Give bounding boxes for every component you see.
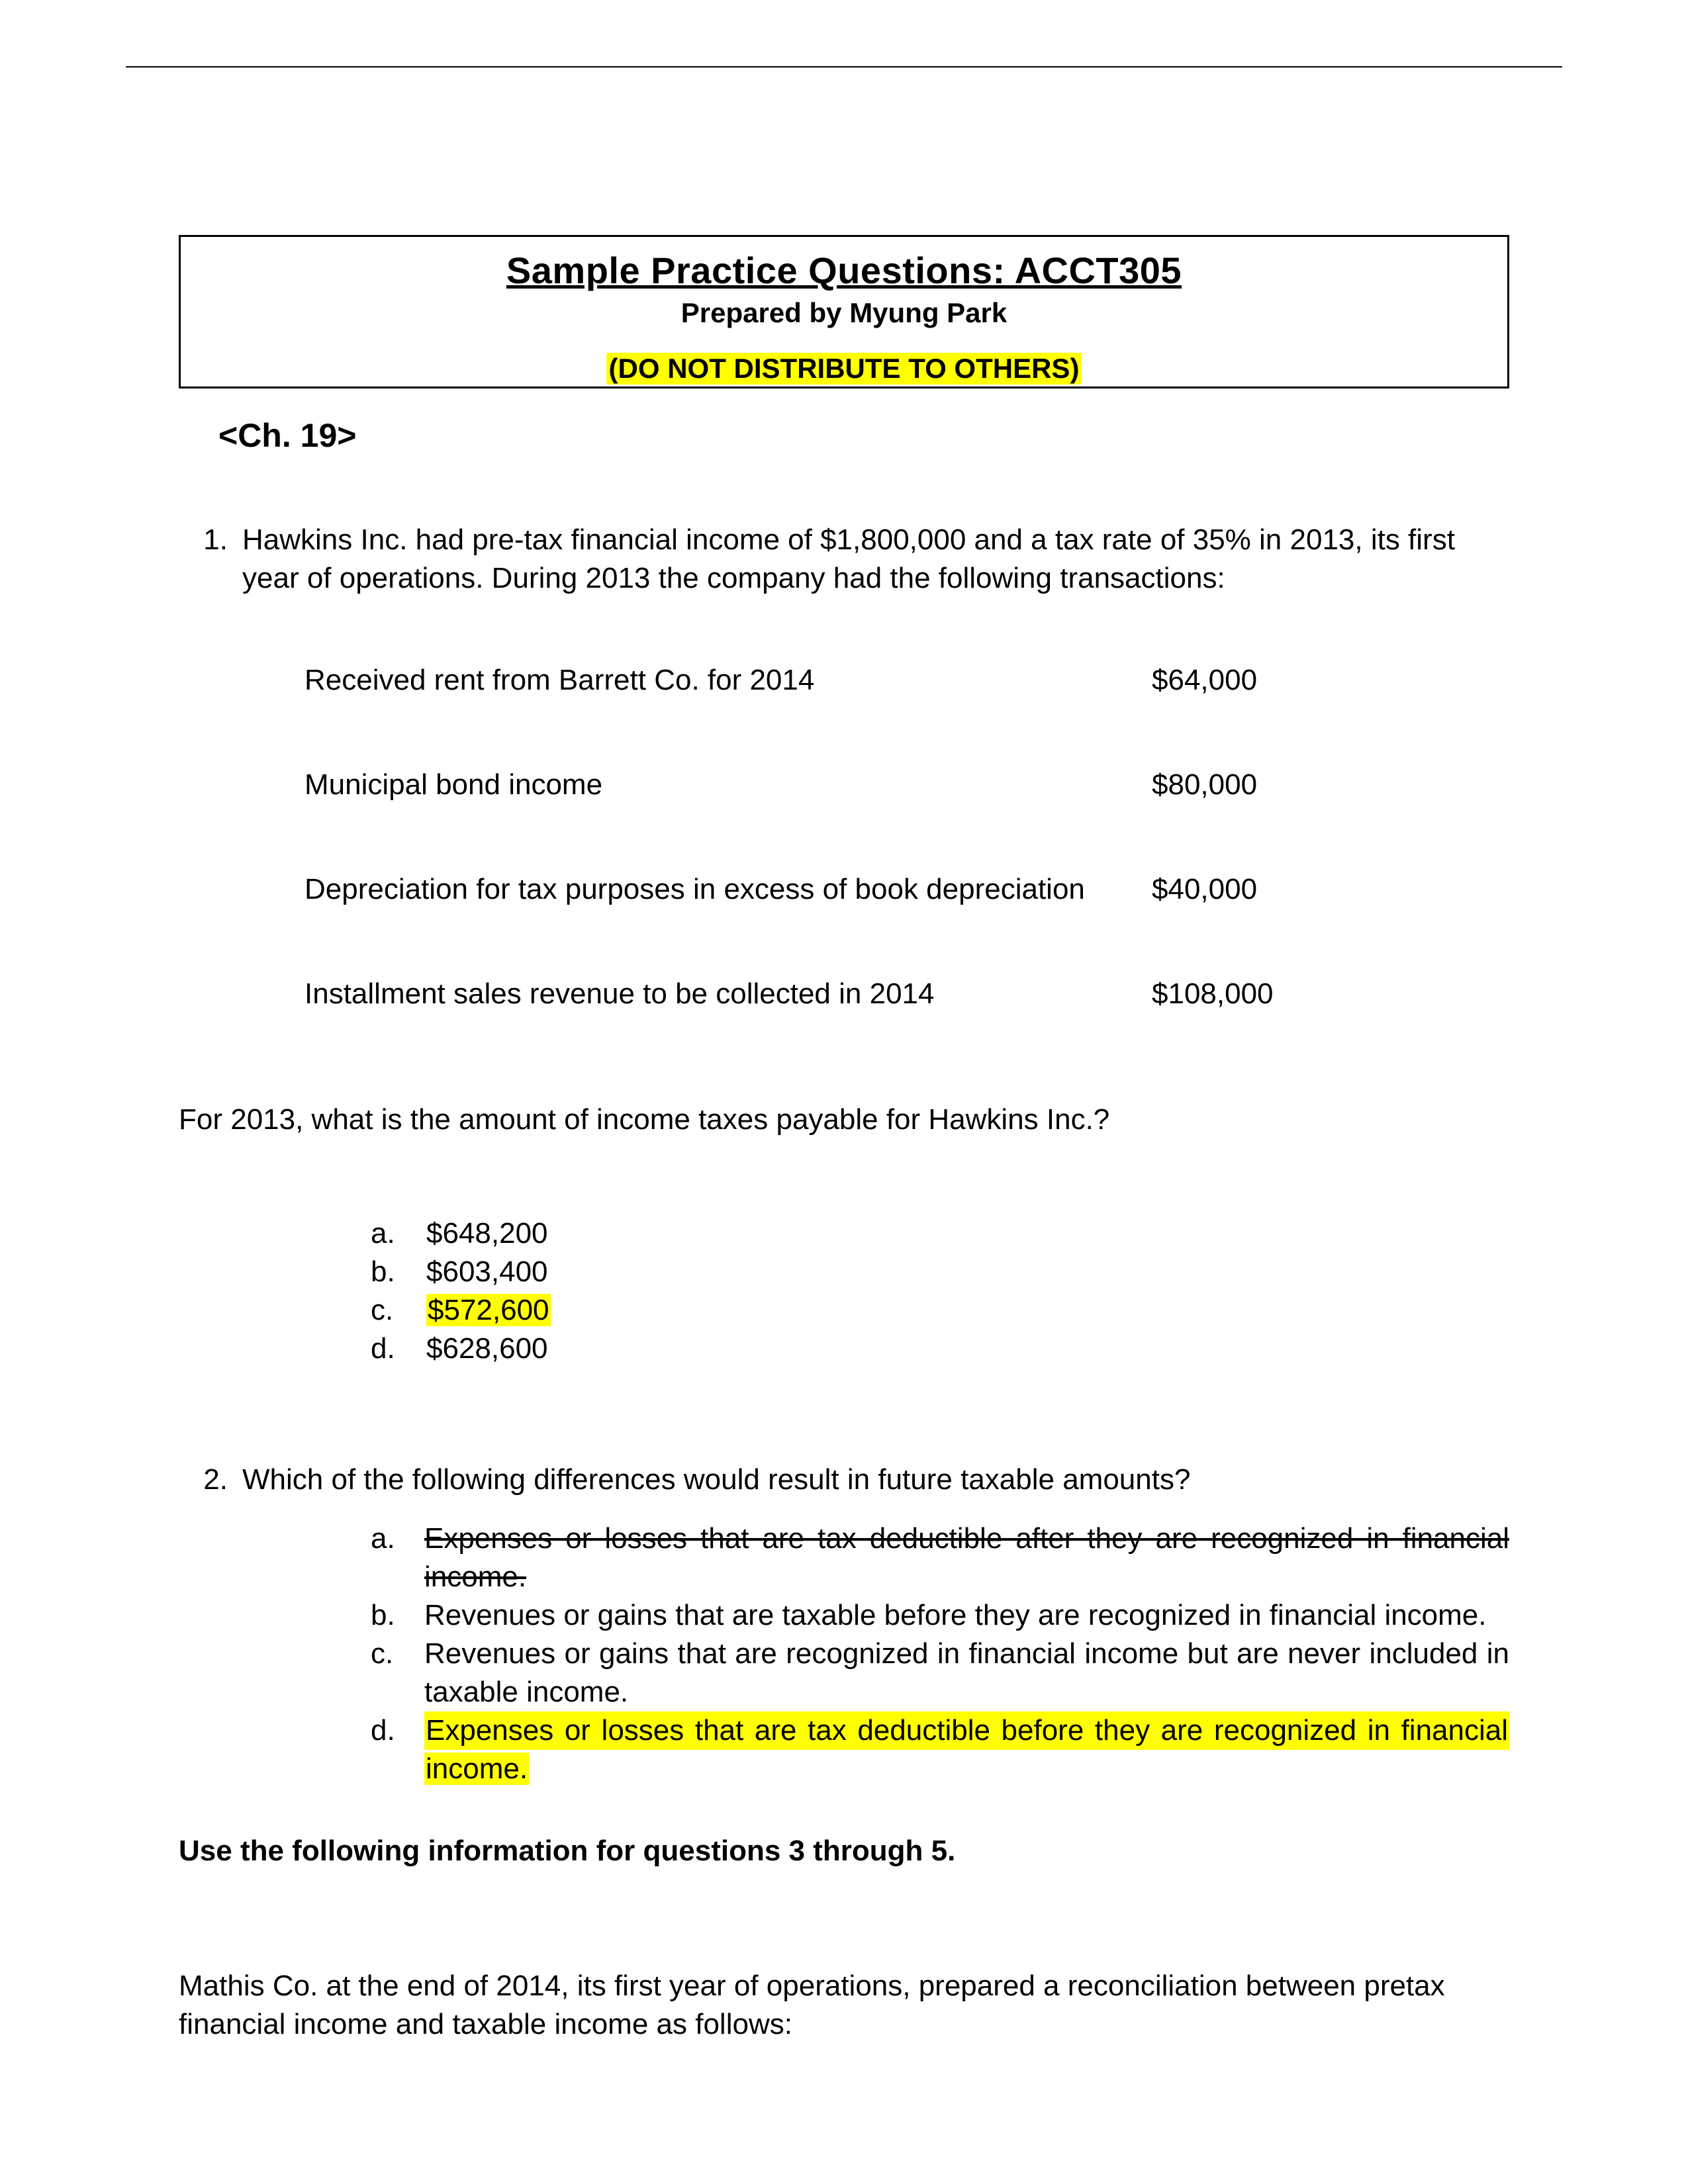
option-letter: c. xyxy=(371,1635,424,1711)
option-b: b. Revenues or gains that are taxable be… xyxy=(371,1596,1509,1635)
instruction-text: Use the following information for questi… xyxy=(179,1835,1509,1868)
distribution-warning: (DO NOT DISTRIBUTE TO OTHERS) xyxy=(606,353,1082,385)
table-row: Municipal bond income $80,000 xyxy=(305,768,1509,801)
option-letter: d. xyxy=(371,1330,426,1368)
option-text: Revenues or gains that are taxable befor… xyxy=(424,1596,1509,1635)
document-author: Prepared by Myung Park xyxy=(181,297,1507,329)
data-label: Received rent from Barrett Co. for 2014 xyxy=(305,664,1152,697)
option-text: $603,400 xyxy=(426,1253,1509,1291)
option-text: Expenses or losses that are tax deductib… xyxy=(424,1520,1509,1596)
highlighted-line2: income. xyxy=(424,1752,529,1785)
question-2-number: 2. xyxy=(179,1461,242,1499)
data-label: Installment sales revenue to be collecte… xyxy=(305,978,1152,1011)
option-letter: d. xyxy=(371,1711,424,1788)
data-value: $80,000 xyxy=(1152,768,1304,801)
title-box: Sample Practice Questions: ACCT305 Prepa… xyxy=(179,235,1509,388)
mathis-paragraph: Mathis Co. at the end of 2014, its first… xyxy=(179,1967,1509,2044)
question-1-data-table: Received rent from Barrett Co. for 2014 … xyxy=(305,664,1509,1011)
option-letter: b. xyxy=(371,1253,426,1291)
question-2-options: a. Expenses or losses that are tax deduc… xyxy=(371,1520,1509,1789)
document-title: Sample Practice Questions: ACCT305 xyxy=(181,249,1507,292)
struck-text-line1: Expenses or losses that are tax deductib… xyxy=(424,1520,1509,1558)
question-1-text: Hawkins Inc. had pre-tax financial incom… xyxy=(242,521,1500,598)
data-label: Municipal bond income xyxy=(305,768,1152,801)
option-c: c. Revenues or gains that are recognized… xyxy=(371,1635,1509,1711)
option-letter: a. xyxy=(371,1214,426,1253)
highlighted-answer: $572,600 xyxy=(426,1294,551,1326)
option-text: Expenses or losses that are tax deductib… xyxy=(424,1711,1509,1788)
option-text: $648,200 xyxy=(426,1214,1509,1253)
option-d: d. Expenses or losses that are tax deduc… xyxy=(371,1711,1509,1788)
table-row: Depreciation for tax purposes in excess … xyxy=(305,873,1509,906)
option-a: a. $648,200 xyxy=(371,1214,1509,1253)
data-label: Depreciation for tax purposes in excess … xyxy=(305,873,1152,906)
option-letter: a. xyxy=(371,1520,424,1596)
option-d: d. $628,600 xyxy=(371,1330,1509,1368)
question-2-text: Which of the following differences would… xyxy=(242,1461,1500,1499)
option-text: $572,600 xyxy=(426,1291,1509,1330)
option-b: b. $603,400 xyxy=(371,1253,1509,1291)
option-text: $628,600 xyxy=(426,1330,1509,1368)
option-letter: c. xyxy=(371,1291,426,1330)
data-value: $64,000 xyxy=(1152,664,1304,697)
option-a: a. Expenses or losses that are tax deduc… xyxy=(371,1520,1509,1596)
question-1-number: 1. xyxy=(179,521,242,559)
data-value: $40,000 xyxy=(1152,873,1304,906)
table-row: Installment sales revenue to be collecte… xyxy=(305,978,1509,1011)
question-1-followup: For 2013, what is the amount of income t… xyxy=(179,1103,1509,1136)
option-text: Revenues or gains that are recognized in… xyxy=(424,1635,1509,1711)
highlighted-line1: Expenses or losses that are tax deductib… xyxy=(424,1711,1509,1750)
option-letter: b. xyxy=(371,1596,424,1635)
option-c: c. $572,600 xyxy=(371,1291,1509,1330)
top-border-rule xyxy=(126,66,1562,68)
chapter-heading: <Ch. 19> xyxy=(218,416,1509,455)
data-value: $108,000 xyxy=(1152,978,1304,1011)
table-row: Received rent from Barrett Co. for 2014 … xyxy=(305,664,1509,697)
struck-text-line2: income. xyxy=(424,1561,526,1593)
question-1-options: a. $648,200 b. $603,400 c. $572,600 d. $… xyxy=(371,1214,1509,1368)
question-1: 1.Hawkins Inc. had pre-tax financial inc… xyxy=(179,521,1509,598)
question-2: 2.Which of the following differences wou… xyxy=(179,1461,1509,1499)
page-content: Sample Practice Questions: ACCT305 Prepa… xyxy=(179,235,1509,2044)
